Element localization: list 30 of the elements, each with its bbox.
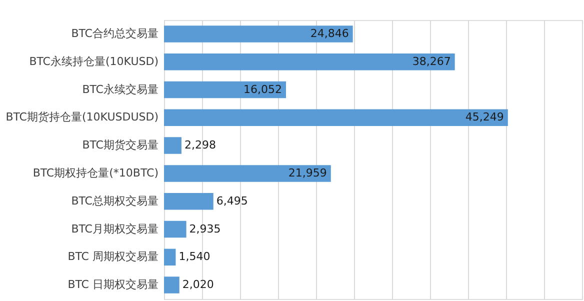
data-label: 21,959 [288, 166, 327, 180]
y-tick-label: BTC月期权交易量 [71, 222, 158, 236]
y-tick-label: BTC 周期权交易量 [68, 250, 158, 264]
data-label: 1,540 [178, 250, 210, 264]
data-label: 38,267 [412, 54, 451, 68]
bar [164, 220, 186, 238]
bar [164, 26, 353, 42]
bar [164, 53, 455, 70]
data-label: 16,052 [243, 82, 282, 96]
bar [164, 276, 180, 294]
data-label: 45,249 [465, 110, 504, 124]
bar [164, 248, 176, 266]
data-label: 2,298 [184, 138, 216, 152]
y-tick-label: BTC期权持仓量(*10BTC) [32, 166, 158, 180]
data-label: 6,495 [216, 194, 248, 208]
y-tick-label: BTC永续持仓量(10KUSD) [29, 54, 158, 68]
data-label: 2,935 [189, 222, 221, 236]
data-label: 24,846 [310, 26, 349, 40]
bar [164, 137, 182, 154]
bar [164, 109, 508, 126]
y-tick-label: BTC永续交易量 [82, 82, 158, 96]
data-label: 2,020 [182, 278, 214, 292]
y-tick-label: BTC总期权交易量 [71, 194, 158, 208]
y-tick-label: BTC期货持仓量(10KUSDUSD) [6, 110, 158, 124]
bar [164, 165, 331, 182]
y-tick-label: BTC期货交易量 [82, 138, 158, 152]
bar [164, 81, 286, 98]
bar [164, 192, 214, 210]
y-tick-label: BTC 日期权交易量 [68, 278, 158, 292]
y-tick-label: BTC合约总交易量 [71, 26, 158, 40]
